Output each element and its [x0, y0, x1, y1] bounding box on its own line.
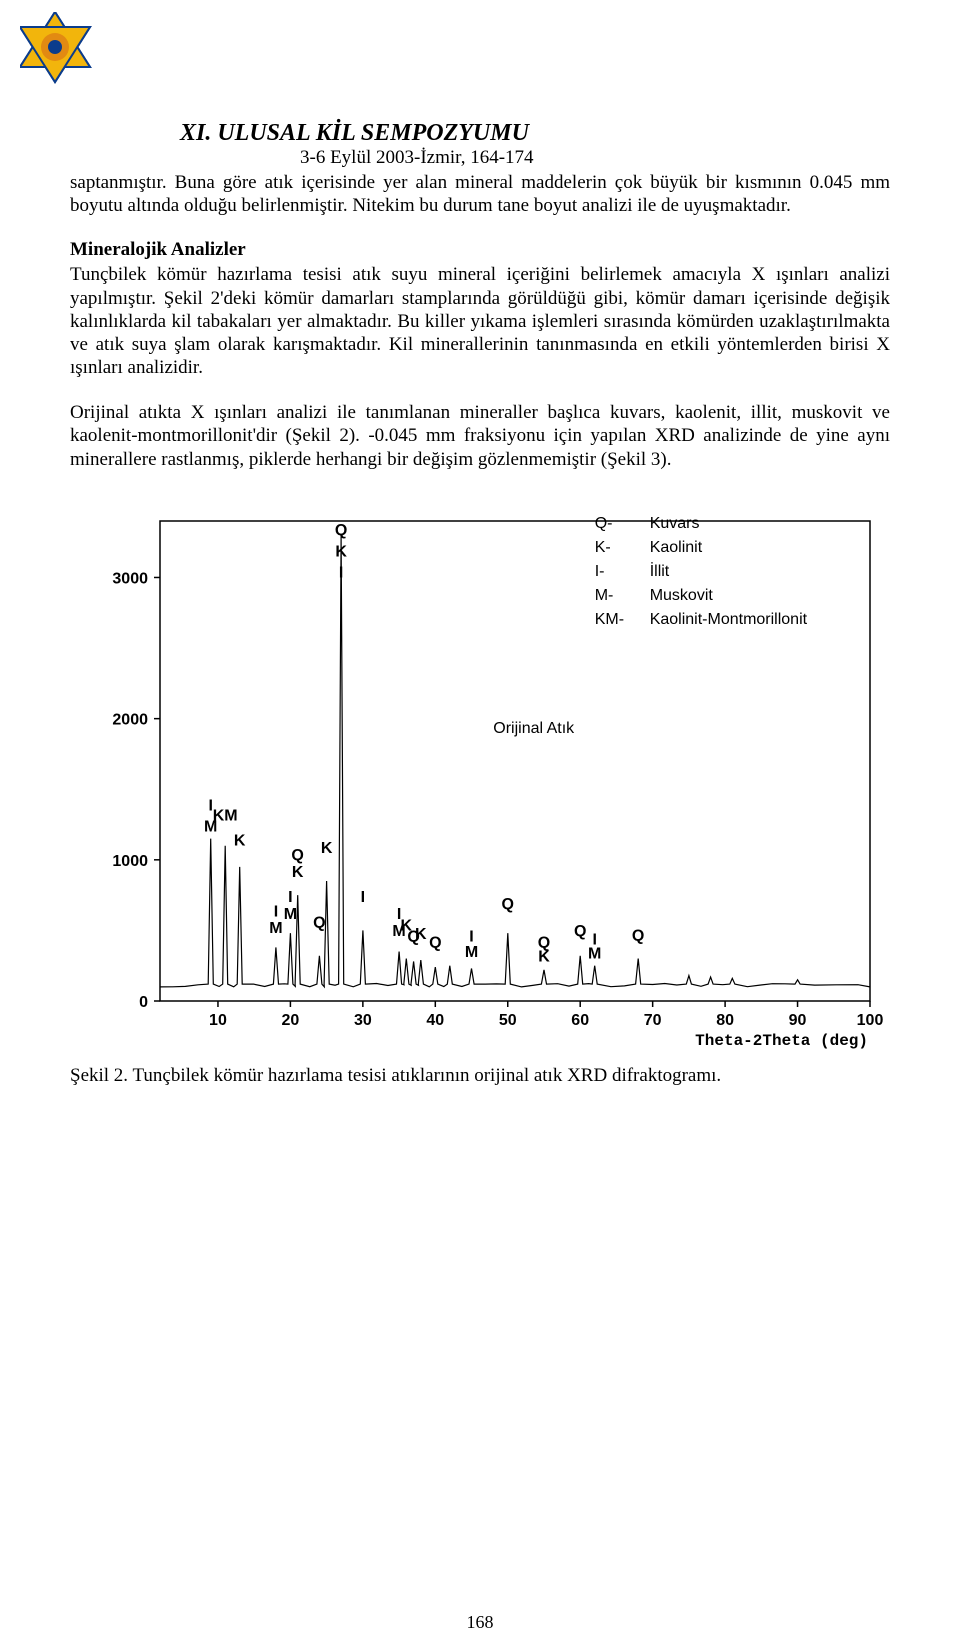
svg-text:I: I [274, 903, 278, 920]
svg-text:100: 100 [857, 1012, 884, 1029]
svg-text:2000: 2000 [112, 711, 148, 728]
svg-text:20: 20 [282, 1012, 300, 1029]
svg-text:KM: KM [213, 807, 238, 824]
svg-text:I-: I- [595, 563, 605, 580]
svg-text:50: 50 [499, 1012, 517, 1029]
svg-text:Q: Q [429, 934, 441, 951]
svg-text:K: K [335, 543, 347, 560]
symposium-title: XI. ULUSAL KİL SEMPOZYUMU [180, 120, 890, 147]
svg-text:K: K [415, 926, 427, 943]
svg-text:80: 80 [716, 1012, 734, 1029]
svg-text:M: M [269, 920, 282, 937]
page-number: 168 [0, 1612, 960, 1633]
paragraph-2: Tunçbilek kömür hazırlama tesisi atık su… [70, 263, 890, 379]
svg-text:M: M [284, 906, 297, 923]
svg-text:0: 0 [139, 994, 148, 1011]
svg-text:K: K [321, 839, 333, 856]
svg-text:M: M [588, 945, 601, 962]
svg-text:K: K [234, 832, 246, 849]
page-header: XI. ULUSAL KİL SEMPOZYUMU 3-6 Eylül 2003… [180, 120, 890, 169]
xrd-chart: 0 1000 2000 3000 10 20 30 40 50 60 70 80 90 100 Theta-… [70, 501, 890, 1061]
section-heading: Mineralojik Analizler [70, 239, 890, 261]
svg-text:10: 10 [209, 1012, 227, 1029]
svg-text:K: K [538, 948, 550, 965]
svg-text:Kaolinit-Montmorillonit: Kaolinit-Montmorillonit [650, 611, 808, 628]
svg-text:40: 40 [426, 1012, 444, 1029]
svg-text:KM-: KM- [595, 611, 624, 628]
svg-text:1000: 1000 [112, 853, 148, 870]
svg-text:K-: K- [595, 539, 611, 556]
svg-text:M-: M- [595, 587, 614, 604]
svg-text:Q: Q [313, 914, 325, 931]
symposium-subtitle: 3-6 Eylül 2003-İzmir, 164-174 [300, 147, 890, 169]
svg-text:Muskovit: Muskovit [650, 587, 714, 604]
svg-text:90: 90 [789, 1012, 807, 1029]
svg-text:İllit: İllit [650, 561, 670, 580]
svg-text:I: I [339, 564, 343, 581]
svg-text:I: I [288, 889, 292, 906]
svg-text:Q: Q [335, 522, 347, 539]
svg-text:Kuvars: Kuvars [650, 515, 700, 532]
svg-text:70: 70 [644, 1012, 662, 1029]
svg-text:3000: 3000 [112, 570, 148, 587]
svg-text:Q: Q [502, 896, 514, 913]
svg-text:Q: Q [632, 927, 644, 944]
svg-text:Q: Q [574, 923, 586, 940]
svg-text:I: I [361, 889, 365, 906]
header-logo [20, 12, 170, 142]
svg-text:30: 30 [354, 1012, 372, 1029]
svg-text:I: I [469, 928, 473, 945]
svg-text:M: M [465, 944, 478, 961]
svg-text:Kaolinit: Kaolinit [650, 539, 703, 556]
svg-text:Theta-2Theta (deg): Theta-2Theta (deg) [695, 1032, 868, 1050]
svg-text:K: K [292, 863, 304, 880]
svg-text:Q: Q [291, 847, 303, 864]
svg-text:Q-: Q- [595, 515, 613, 532]
paragraph-1: saptanmıştır. Buna göre atık içerisinde … [70, 171, 890, 217]
svg-text:Orijinal Atık: Orijinal Atık [493, 719, 575, 736]
svg-text:60: 60 [571, 1012, 589, 1029]
chart-caption: Şekil 2. Tunçbilek kömür hazırlama tesis… [70, 1065, 890, 1087]
paragraph-3: Orijinal atıkta X ışınları analizi ile t… [70, 401, 890, 471]
